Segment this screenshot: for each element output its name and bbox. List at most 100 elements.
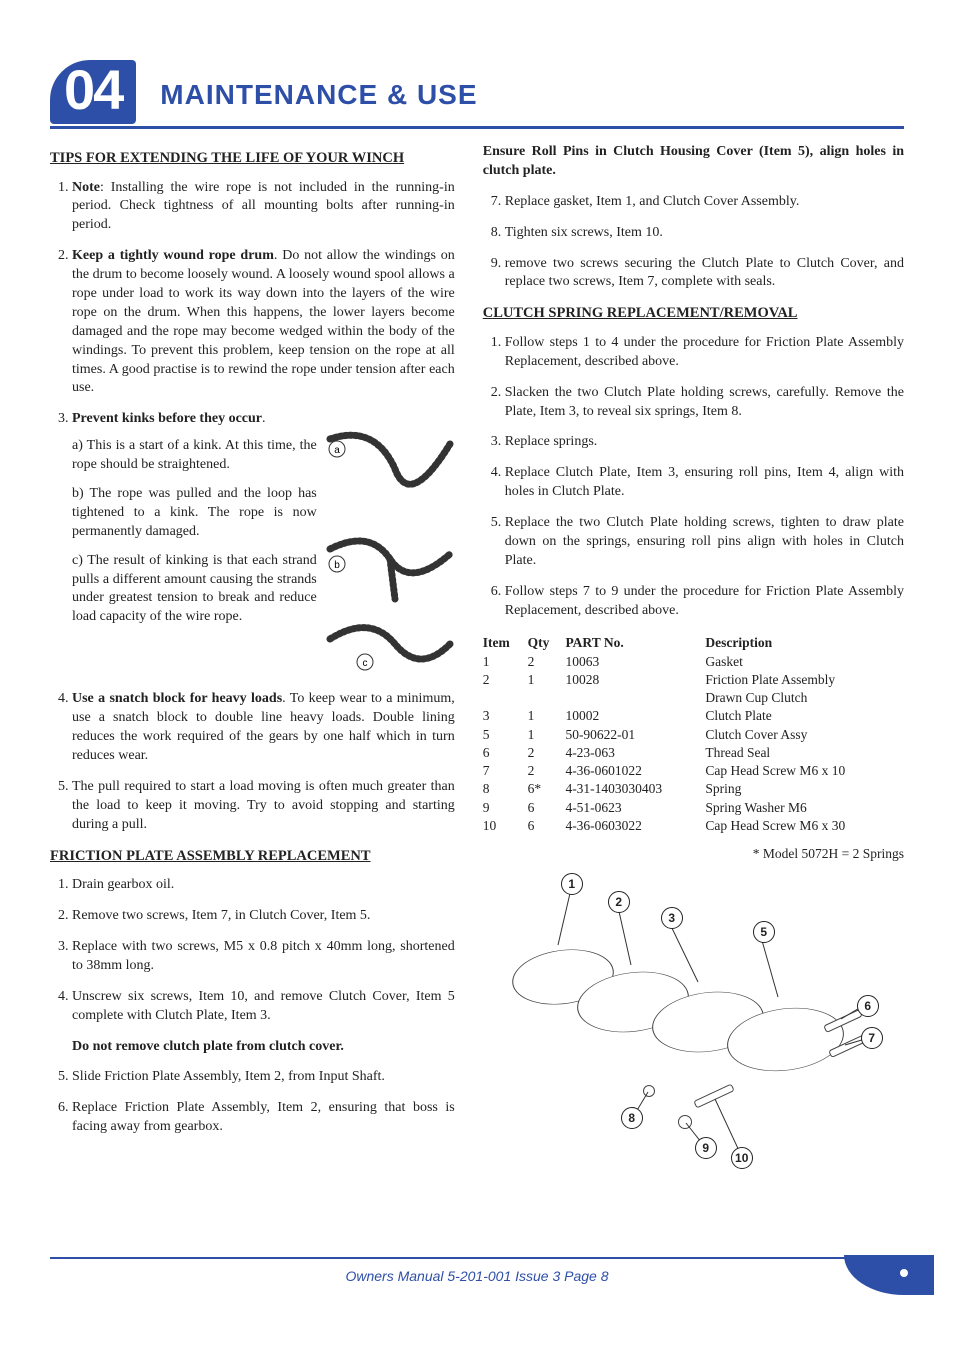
- table-cell: 10063: [565, 653, 705, 671]
- tips-item-1-text: Installing the wire rope is not included…: [72, 180, 455, 233]
- right-column: Ensure Roll Pins in Clutch Housing Cover…: [483, 143, 904, 1197]
- tips-item-4-prefix: Use a snatch block for heavy loads: [72, 691, 282, 706]
- table-cell: 1: [528, 726, 566, 744]
- clutch-item-5: Replace the two Clutch Plate holding scr…: [505, 514, 904, 571]
- table-cell: [483, 689, 528, 707]
- parts-th-desc: Description: [705, 633, 904, 653]
- table-cell: Cap Head Screw M6 x 30: [705, 817, 904, 835]
- page-header: 04 MAINTENANCE & USE: [50, 60, 904, 129]
- right-lead-bold: Ensure Roll Pins in Clutch Housing Cover…: [483, 143, 904, 181]
- diagram-callout-8: 8: [621, 1107, 643, 1129]
- table-cell: Cap Head Screw M6 x 10: [705, 762, 904, 780]
- friction-item-3: Replace with two screws, M5 x 0.8 pitch …: [72, 938, 455, 976]
- section-heading-clutch: CLUTCH SPRING REPLACEMENT/REMOVAL: [483, 304, 904, 324]
- table-cell: 10002: [565, 707, 705, 725]
- diagram-callout-1: 1: [561, 873, 583, 895]
- friction-list-cont: Replace gasket, Item 1, and Clutch Cover…: [483, 193, 904, 293]
- tips-item-5-text: The pull required to start a load moving…: [72, 779, 455, 832]
- parts-table-body: 1210063Gasket2110028Friction Plate Assem…: [483, 653, 904, 835]
- kink-label-b: b: [334, 560, 340, 571]
- table-cell: 10028: [565, 671, 705, 689]
- table-cell: 4-31-1403030403: [565, 780, 705, 798]
- diagram-callout-2: 2: [608, 891, 630, 913]
- table-cell: 3: [483, 707, 528, 725]
- table-cell: [565, 689, 705, 707]
- parts-th-qty: Qty: [528, 633, 566, 653]
- tips-item-2-sep: .: [274, 248, 282, 263]
- left-column: TIPS FOR EXTENDING THE LIFE OF YOUR WINC…: [50, 143, 455, 1197]
- table-cell: Gasket: [705, 653, 904, 671]
- clutch-item-1: Follow steps 1 to 4 under the procedure …: [505, 334, 904, 372]
- table-cell: 2: [528, 653, 566, 671]
- table-cell: [528, 689, 566, 707]
- content-columns: TIPS FOR EXTENDING THE LIFE OF YOUR WINC…: [50, 143, 904, 1197]
- friction-note: Do not remove clutch plate from clutch c…: [72, 1038, 455, 1057]
- table-cell: 4-36-0603022: [565, 817, 705, 835]
- clutch-item-3: Replace springs.: [505, 433, 904, 452]
- table-cell: 1: [483, 653, 528, 671]
- table-cell: 6: [528, 799, 566, 817]
- table-cell: Spring Washer M6: [705, 799, 904, 817]
- footer-corner-shape: [844, 1255, 934, 1295]
- clutch-item-4: Replace Clutch Plate, Item 3, ensuring r…: [505, 464, 904, 502]
- tips-list: Note: Installing the wire rope is not in…: [50, 179, 455, 835]
- table-row: 724-36-0601022Cap Head Screw M6 x 10: [483, 762, 904, 780]
- clutch-item-2: Slacken the two Clutch Plate holding scr…: [505, 384, 904, 422]
- friction-list-b: Slide Friction Plate Assembly, Item 2, f…: [50, 1068, 455, 1137]
- tips-item-2-prefix: Keep a tightly wound rope drum: [72, 248, 274, 263]
- friction-item-6: Replace Friction Plate Assembly, Item 2,…: [72, 1099, 455, 1137]
- section-heading-tips: TIPS FOR EXTENDING THE LIFE OF YOUR WINC…: [50, 149, 455, 169]
- friction-cont-9: remove two screws securing the Clutch Pl…: [505, 255, 904, 293]
- table-cell: 6: [483, 744, 528, 762]
- table-cell: Drawn Cup Clutch: [705, 689, 904, 707]
- tips-item-2-text: Do not allow the windings on the drum to…: [72, 248, 455, 395]
- table-cell: 6*: [528, 780, 566, 798]
- table-cell: 5: [483, 726, 528, 744]
- friction-list-a: Drain gearbox oil. Remove two screws, It…: [50, 876, 455, 1025]
- friction-item-1: Drain gearbox oil.: [72, 876, 455, 895]
- section-heading-friction: FRICTION PLATE ASSEMBLY REPLACEMENT: [50, 847, 455, 867]
- footer-text: Owners Manual 5-201-001 Issue 3 Page 8: [345, 1267, 608, 1286]
- table-cell: 10: [483, 817, 528, 835]
- table-cell: 4-51-0623: [565, 799, 705, 817]
- table-cell: 2: [528, 744, 566, 762]
- tips-item-4: Use a snatch block for heavy loads. To k…: [72, 690, 455, 766]
- table-cell: Clutch Cover Assy: [705, 726, 904, 744]
- tips-item-3-sep: .: [262, 411, 266, 426]
- diagram-callout-3: 3: [661, 907, 683, 929]
- table-row: 3110002Clutch Plate: [483, 707, 904, 725]
- parts-table-header-row: Item Qty PART No. Description: [483, 633, 904, 653]
- table-cell: 7: [483, 762, 528, 780]
- chapter-number: 04: [64, 58, 122, 121]
- parts-footnote: * Model 5072H = 2 Springs: [483, 845, 904, 863]
- diagram-callout-5: 5: [753, 921, 775, 943]
- friction-item-5: Slide Friction Plate Assembly, Item 2, f…: [72, 1068, 455, 1087]
- table-cell: 4-23-063: [565, 744, 705, 762]
- table-row: 2110028Friction Plate Assembly: [483, 671, 904, 689]
- table-row: Drawn Cup Clutch: [483, 689, 904, 707]
- table-cell: 1: [528, 671, 566, 689]
- table-cell: 2: [528, 762, 566, 780]
- tips-item-1-sep: :: [100, 180, 111, 195]
- kink-label-a: a: [334, 445, 340, 456]
- tips-item-3-prefix: Prevent kinks before they occur: [72, 411, 262, 426]
- friction-cont-8: Tighten six screws, Item 10.: [505, 224, 904, 243]
- kink-svg: a b c: [325, 414, 455, 674]
- friction-item-4: Unscrew six screws, Item 10, and remove …: [72, 988, 455, 1026]
- chapter-number-box: 04: [50, 60, 136, 124]
- kink-figure: a b c: [325, 414, 455, 674]
- table-cell: 4-36-0601022: [565, 762, 705, 780]
- table-cell: 8: [483, 780, 528, 798]
- table-cell: 2: [483, 671, 528, 689]
- tips-item-3: Prevent kinks before they occur.: [72, 410, 455, 678]
- exploded-diagram: 1 2 3 5 6 7 8 9 10: [483, 867, 904, 1197]
- table-cell: Clutch Plate: [705, 707, 904, 725]
- table-cell: Spring: [705, 780, 904, 798]
- table-row: 1064-36-0603022Cap Head Screw M6 x 30: [483, 817, 904, 835]
- tips-item-5: The pull required to start a load moving…: [72, 778, 455, 835]
- parts-th-item: Item: [483, 633, 528, 653]
- tips-item-2: Keep a tightly wound rope drum. Do not a…: [72, 247, 455, 398]
- table-cell: Thread Seal: [705, 744, 904, 762]
- friction-item-2: Remove two screws, Item 7, in Clutch Cov…: [72, 907, 455, 926]
- tips-item-1-prefix: Note: [72, 180, 100, 195]
